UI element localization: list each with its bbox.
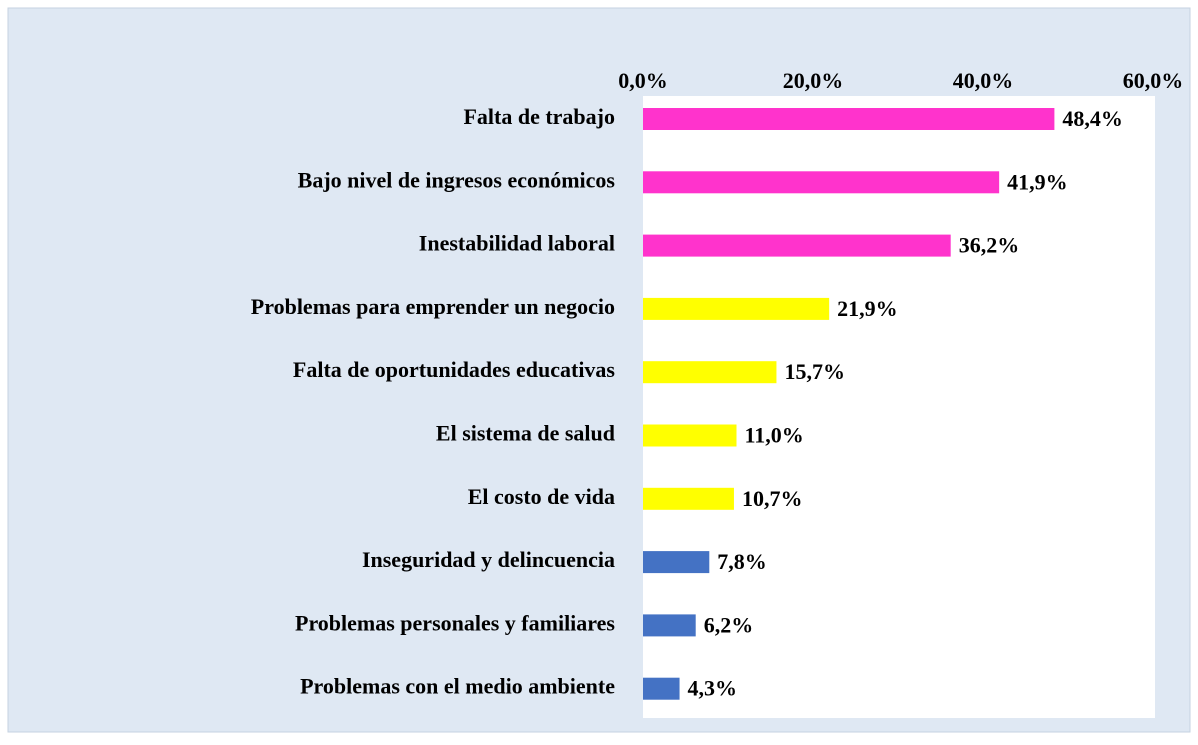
data-label: 6,2% [704,612,754,637]
bar [643,614,696,637]
y-tick-label: Problemas personales y familiares [295,610,615,635]
y-tick-label: Falta de oportunidades educativas [293,357,616,382]
y-tick-label: Problemas para emprender un negocio [251,294,615,319]
data-label: 4,3% [688,676,738,701]
data-label: 11,0% [745,423,804,448]
data-label: 36,2% [959,233,1020,258]
data-label: 15,7% [784,359,845,384]
data-label: 7,8% [717,549,767,574]
bar [643,361,777,384]
y-tick-label: Falta de trabajo [463,104,615,129]
y-tick-label: El sistema de salud [436,421,615,446]
data-label: 21,9% [837,296,898,321]
bar [643,297,830,320]
y-tick-label: El costo de vida [468,484,615,509]
bar [643,677,680,700]
data-label: 41,9% [1007,169,1068,194]
bar [643,551,710,574]
x-tick-label: 0,0% [618,68,668,93]
bar [643,234,951,257]
x-tick-label: 60,0% [1123,68,1184,93]
y-tick-label: Inestabilidad laboral [419,231,615,256]
bar [643,108,1055,130]
x-tick-label: 40,0% [953,68,1014,93]
bar [643,171,1000,194]
data-label: 10,7% [742,486,803,511]
x-tick-label: 20,0% [783,68,844,93]
data-label: 48,4% [1062,106,1123,131]
y-tick-label: Problemas con el medio ambiente [300,674,615,699]
y-tick-label: Inseguridad y delincuencia [362,547,615,572]
bar [643,424,737,447]
y-tick-label: Bajo nivel de ingresos económicos [298,167,616,192]
plot-area [643,96,1155,718]
bar [643,487,734,510]
